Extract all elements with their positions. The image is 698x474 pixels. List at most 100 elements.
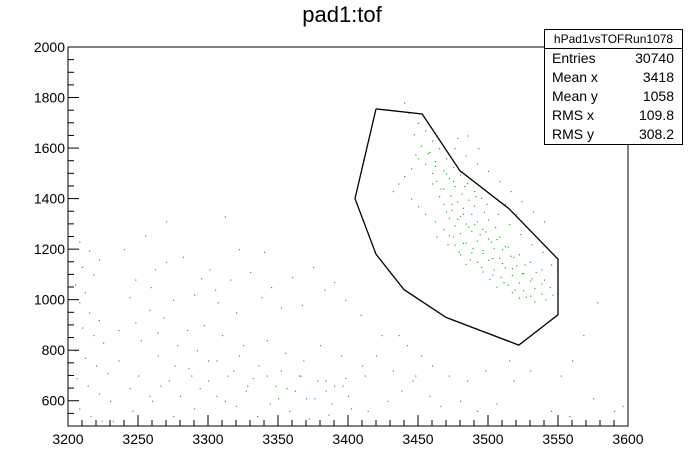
data-point — [187, 330, 189, 332]
data-point — [280, 307, 282, 309]
data-point — [446, 158, 448, 160]
x-tick-label: 3350 — [262, 431, 293, 447]
data-point — [101, 420, 103, 423]
data-point — [460, 254, 462, 256]
stats-row-mean-y: Mean y 1058 — [545, 87, 682, 106]
data-point — [334, 282, 336, 284]
data-point — [325, 390, 327, 392]
data-point — [118, 330, 120, 332]
stats-label: Mean y — [552, 88, 598, 104]
data-point — [535, 271, 537, 274]
data-point — [387, 400, 389, 402]
data-point — [531, 244, 533, 246]
data-point — [224, 400, 226, 402]
data-point — [471, 252, 473, 254]
data-point — [275, 385, 277, 387]
data-point — [208, 380, 210, 382]
data-point — [453, 180, 455, 183]
data-point — [285, 352, 287, 354]
data-point — [266, 340, 268, 342]
x-tick-label: 3500 — [472, 431, 503, 447]
data-point — [472, 247, 474, 250]
data-point — [520, 234, 522, 236]
data-point — [474, 223, 476, 226]
data-point — [451, 209, 453, 211]
stats-row-entries: Entries 30740 — [545, 49, 682, 68]
data-point — [157, 355, 159, 357]
data-point — [502, 263, 504, 265]
data-point — [467, 182, 469, 185]
data-point — [236, 312, 238, 314]
axes: 3200 3250 3300 3350 3400 3450 3500 3550 3600 600 8… — [34, 39, 644, 447]
data-point — [168, 380, 170, 382]
data-point — [129, 297, 131, 299]
data-point — [154, 269, 156, 271]
data-point — [468, 226, 470, 228]
data-point — [542, 251, 544, 253]
data-point — [191, 375, 193, 377]
data-point — [313, 266, 315, 268]
data-point — [292, 276, 294, 279]
data-point — [75, 350, 77, 352]
data-point — [328, 414, 330, 416]
stats-label: RMS y — [552, 126, 594, 142]
y-tick-label: 2000 — [34, 39, 65, 55]
data-point — [149, 395, 151, 397]
data-point — [401, 390, 403, 392]
data-point — [203, 324, 205, 327]
stats-value: 308.2 — [638, 126, 674, 142]
data-point — [525, 296, 527, 298]
stats-row-rms-x: RMS x 109.8 — [545, 106, 682, 125]
data-point — [460, 215, 462, 217]
data-point — [474, 191, 476, 193]
data-point — [432, 140, 434, 142]
stats-label: Entries — [552, 50, 596, 66]
data-point — [544, 279, 546, 281]
data-point — [443, 203, 445, 205]
data-point — [531, 278, 533, 280]
data-point — [245, 390, 247, 392]
data-point — [308, 418, 310, 420]
x-tick-label: 3450 — [402, 431, 433, 447]
data-point — [514, 289, 516, 291]
data-point — [482, 252, 484, 255]
data-point — [418, 158, 420, 160]
data-point — [496, 403, 498, 405]
data-point — [534, 301, 536, 303]
data-point — [420, 145, 422, 147]
data-point — [454, 186, 456, 188]
data-point — [89, 250, 91, 252]
data-point — [411, 198, 413, 200]
x-tick-label: 3400 — [332, 431, 363, 447]
data-point — [482, 250, 484, 252]
chart-title: pad1:tof — [302, 2, 382, 27]
data-point — [306, 398, 308, 400]
data-point — [434, 221, 436, 223]
data-point — [482, 271, 484, 273]
data-point — [257, 415, 259, 418]
data-point — [500, 276, 502, 279]
data-point — [454, 225, 456, 227]
data-point — [446, 173, 448, 175]
data-point — [84, 357, 86, 359]
data-point — [150, 287, 152, 289]
data-point — [269, 403, 271, 405]
x-tick-label: 3550 — [542, 431, 573, 447]
data-point — [462, 213, 464, 215]
data-point — [511, 292, 513, 294]
graphical-cut-polygon — [354, 108, 559, 346]
x-tick-label: 3300 — [192, 431, 223, 447]
data-point — [271, 287, 273, 289]
data-point — [468, 199, 470, 201]
data-point — [523, 290, 525, 292]
data-point — [149, 309, 151, 311]
data-point — [82, 327, 84, 329]
data-point — [499, 180, 501, 183]
data-point — [432, 172, 434, 174]
data-point — [429, 151, 431, 154]
data-point — [530, 295, 532, 297]
data-point — [465, 242, 467, 244]
data-point — [465, 223, 467, 225]
data-point — [460, 400, 462, 402]
data-point — [465, 263, 467, 265]
